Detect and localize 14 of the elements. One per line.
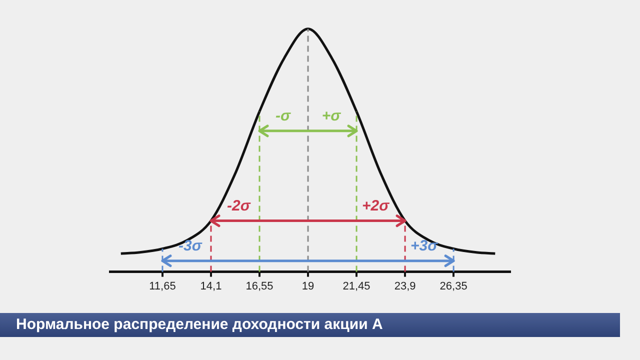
ref-line-label: +3σ xyxy=(410,238,439,255)
text: Нормальное распределение доходности акции А xyxy=(0,313,620,337)
ref-line-label: +σ xyxy=(322,108,342,125)
x-tick-label: 16,55 xyxy=(246,280,274,292)
x-tick-label: 26,35 xyxy=(440,280,468,292)
x-tick-label: 19 xyxy=(302,280,314,292)
ref-line-label: -σ xyxy=(276,108,292,125)
ref-line-label: -3σ xyxy=(178,238,203,255)
x-tick-label: 14,1 xyxy=(200,280,222,292)
x-tick-label: 23,9 xyxy=(394,280,416,292)
ref-line-label: +2σ xyxy=(362,197,390,214)
ref-line-label: -2σ xyxy=(226,197,252,214)
x-tick-label: 11,65 xyxy=(149,280,176,292)
x-tick-label: 21,45 xyxy=(342,280,370,292)
